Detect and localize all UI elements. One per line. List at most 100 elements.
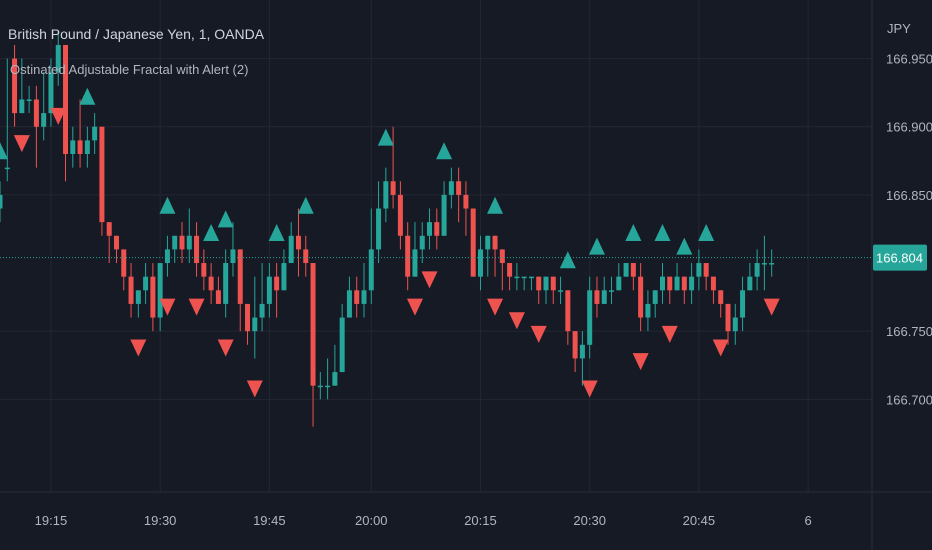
candle-body: [456, 181, 462, 195]
candle-body: [405, 235, 411, 277]
candle-body: [346, 290, 352, 318]
fractal-up-marker: [676, 237, 693, 255]
candle-body: [754, 263, 760, 277]
candle-body: [696, 263, 702, 277]
time-tick-label: 19:15: [35, 513, 68, 528]
candle-body: [208, 276, 214, 291]
candle-body: [128, 276, 134, 304]
fractal-markers: [0, 87, 780, 398]
candle-body: [616, 276, 622, 291]
candle-body: [579, 344, 585, 359]
candle-body: [630, 263, 636, 277]
fractal-up-marker: [217, 210, 234, 228]
candle-body: [703, 263, 709, 277]
candle-body: [12, 58, 18, 114]
candle-body: [106, 222, 112, 236]
candle-body: [463, 194, 469, 209]
symbol-title[interactable]: British Pound / Japanese Yen, 1, OANDA: [8, 26, 265, 42]
candle-body: [412, 249, 418, 277]
fractal-up-marker: [436, 142, 453, 160]
fractal-down-marker: [50, 107, 67, 125]
candle-body: [99, 126, 105, 223]
candle-body: [288, 235, 294, 264]
candle-body: [761, 263, 767, 265]
candle-body: [332, 372, 338, 386]
candle-body: [528, 276, 534, 279]
candle-body: [0, 194, 3, 209]
candle-body: [514, 276, 520, 279]
fractal-down-marker: [246, 380, 263, 398]
candle-body: [376, 208, 382, 250]
candle-body: [201, 263, 207, 277]
candle-body: [252, 317, 258, 332]
price-axis[interactable]: 166.950 166.900 166.850 166.750 166.700: [886, 52, 932, 408]
fractal-up-marker: [203, 224, 220, 242]
candle-body: [281, 263, 287, 291]
fractal-up-marker: [159, 196, 176, 214]
candle-body: [368, 249, 374, 291]
candle-body: [63, 44, 69, 155]
fractal-up-marker: [487, 196, 504, 214]
candle-body: [558, 290, 564, 292]
candle-body: [390, 181, 396, 195]
time-tick-label: 19:30: [144, 513, 177, 528]
candle-body: [172, 235, 178, 250]
candle-body: [194, 235, 200, 264]
candle-body: [230, 249, 236, 264]
candle-body: [732, 317, 738, 332]
fractal-down-marker: [632, 353, 649, 371]
candle-body: [674, 276, 680, 291]
candle-body: [740, 290, 746, 318]
fractal-down-marker: [530, 325, 547, 343]
last-price-badge: [873, 244, 927, 271]
candle-body: [419, 235, 425, 250]
candle-body: [310, 263, 316, 386]
candle-body: [521, 276, 527, 279]
candle-body: [689, 276, 695, 291]
candle-body: [434, 222, 440, 236]
candle-body: [19, 99, 25, 114]
candle-body: [70, 140, 76, 155]
fractal-up-marker: [268, 224, 285, 242]
candle-bodies: [0, 44, 775, 388]
fractal-up-marker: [297, 196, 314, 214]
candle-body: [55, 44, 61, 73]
fractal-up-marker: [79, 87, 96, 105]
candle-body: [143, 276, 149, 291]
candle-body: [317, 385, 323, 388]
candle-body: [150, 276, 156, 318]
candle-body: [121, 249, 127, 277]
candle-body: [157, 263, 163, 318]
candle-body: [164, 249, 170, 264]
time-tick-label: 20:00: [355, 513, 388, 528]
fractal-up-marker: [0, 142, 8, 160]
candle-body: [725, 303, 731, 332]
fractal-up-marker: [377, 128, 394, 146]
candle-body: [441, 194, 447, 236]
candle-body: [536, 276, 542, 291]
candle-body: [237, 249, 243, 304]
time-axis[interactable]: 19:15 19:30 19:45 20:00 20:15 20:30 20:45 6: [35, 513, 812, 528]
last-price-text: 166.804: [876, 251, 923, 266]
fractal-down-marker: [159, 298, 176, 316]
price-tick-label: 166.700: [886, 392, 932, 407]
fractal-down-marker: [763, 298, 780, 316]
time-tick-label: 19:45: [253, 513, 286, 528]
candle-body: [397, 194, 403, 236]
candle-body: [667, 276, 673, 291]
candle-body: [638, 276, 644, 318]
candle-body: [448, 181, 454, 195]
candle-body: [710, 276, 716, 291]
indicator-title[interactable]: Ostinated Adjustable Fractal with Alert …: [10, 62, 249, 77]
fractal-down-marker: [188, 298, 205, 316]
candle-body: [623, 263, 629, 277]
candle-body: [186, 235, 192, 250]
candle-body: [470, 208, 476, 277]
price-tick-label: 166.750: [886, 324, 932, 339]
candle-body: [48, 72, 54, 114]
candle-body: [652, 290, 658, 304]
candle-body: [507, 263, 513, 277]
price-tick-label: 166.950: [886, 52, 932, 67]
